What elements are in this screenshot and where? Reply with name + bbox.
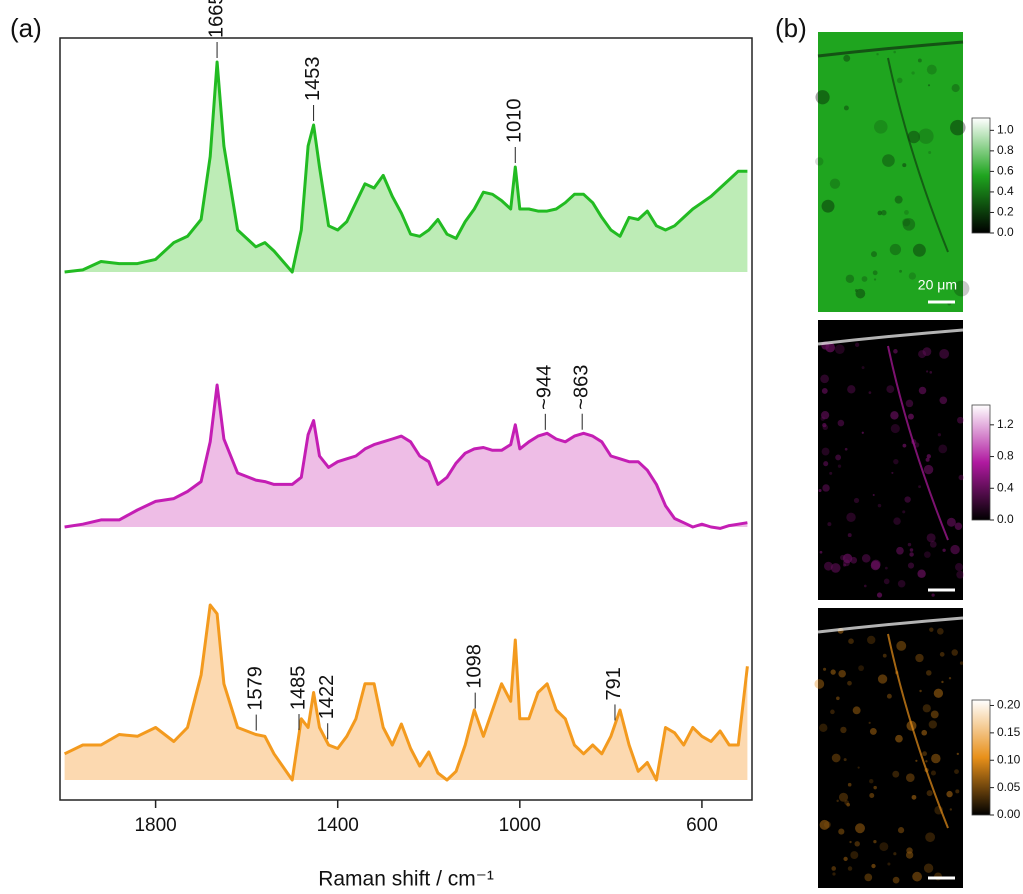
peak-label: ~863 xyxy=(570,365,592,410)
micrograph xyxy=(818,320,963,600)
colorbar-tick-label: 1.0 xyxy=(997,122,1014,136)
colorbar-tick-label: 0.0 xyxy=(997,225,1014,239)
spectrum-line xyxy=(64,60,748,274)
panel-label: (b) xyxy=(775,13,807,43)
peak-label: 1453 xyxy=(302,57,324,102)
tissue-edge xyxy=(887,633,949,829)
peak-label: 1422 xyxy=(316,675,338,720)
colorbar-tick-label: 0.2 xyxy=(997,205,1014,219)
colorbar-tick-label: 1.2 xyxy=(997,417,1014,431)
spectrum-line xyxy=(64,383,748,530)
colorbar-tick-label: 0.0 xyxy=(997,512,1014,526)
colorbar-tick-label: 0.05 xyxy=(997,780,1021,794)
micrograph xyxy=(818,608,963,888)
micrograph-texture xyxy=(814,627,964,884)
colorbar xyxy=(971,699,991,816)
tissue-edge xyxy=(887,345,949,541)
peak-label: ~944 xyxy=(534,365,556,410)
peak-label: 1010 xyxy=(504,99,526,144)
x-axis-label: Raman shift / cm⁻¹ xyxy=(318,868,494,891)
colorbar-tick-label: 0.10 xyxy=(997,752,1021,766)
x-tick-label: 600 xyxy=(686,815,718,836)
tissue-edge xyxy=(887,57,949,253)
area-fill xyxy=(64,62,748,272)
scale-bar-label: 20 μm xyxy=(918,277,957,293)
micrograph-texture xyxy=(818,341,965,598)
spectrum-line xyxy=(63,603,749,782)
colorbar-tick-label: 0.6 xyxy=(997,164,1014,178)
colorbar-tick-label: 0.8 xyxy=(997,143,1014,157)
panel-label: (a) xyxy=(10,13,42,43)
tissue-edge xyxy=(817,616,964,634)
colorbar-tick-label: 0.8 xyxy=(997,449,1014,463)
area-fill xyxy=(64,605,748,780)
tissue-edge xyxy=(817,40,964,58)
area-fill xyxy=(64,385,748,529)
x-tick-label: 1400 xyxy=(317,815,359,836)
colorbar-tick-label: 0.20 xyxy=(997,698,1021,712)
plot-frame xyxy=(59,37,753,801)
colorbar xyxy=(971,404,991,521)
peak-label: 1579 xyxy=(244,666,266,711)
x-tick-label: 1800 xyxy=(134,815,176,836)
peak-label: 1485 xyxy=(287,666,309,711)
colorbar-tick-label: 0.4 xyxy=(997,184,1014,198)
colorbar xyxy=(971,117,991,234)
colorbar-tick-label: 0.15 xyxy=(997,725,1021,739)
micrograph xyxy=(818,32,963,312)
micrograph-texture xyxy=(815,50,970,306)
peak-label: 1098 xyxy=(463,644,485,689)
colorbar-tick-label: 0.00 xyxy=(997,807,1021,821)
colorbar-tick-label: 0.4 xyxy=(997,480,1014,494)
peak-label: 791 xyxy=(603,667,625,700)
x-tick-label: 1000 xyxy=(499,815,541,836)
peak-label: 1665 xyxy=(205,0,227,38)
tissue-edge xyxy=(817,328,964,346)
